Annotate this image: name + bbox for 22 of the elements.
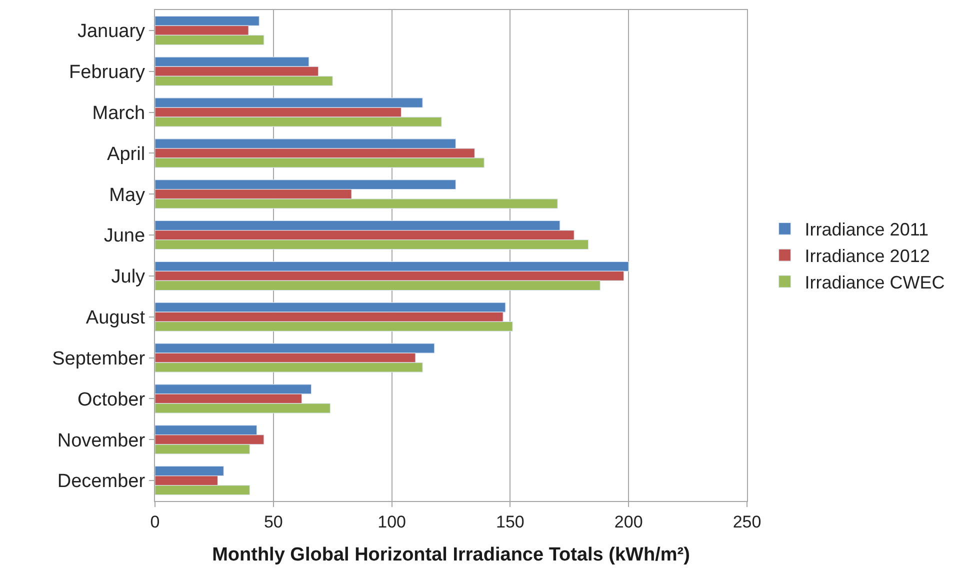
x-tick-label: 250	[732, 512, 762, 532]
y-tick-label: March	[92, 102, 146, 124]
y-tick-label: February	[69, 62, 146, 84]
y-tick-label: June	[104, 226, 146, 247]
y-tick-label: November	[57, 430, 146, 452]
y-tick-label: December	[57, 471, 146, 492]
y-tick-label: April	[107, 144, 146, 165]
y-tick-label: July	[111, 266, 146, 288]
x-tick-label: 150	[496, 512, 524, 532]
legend-label: Irradiance 2012	[804, 246, 930, 266]
x-tick-label: 100	[378, 512, 406, 532]
x-tick-label: 50	[264, 512, 283, 532]
legend-label: Irradiance 2011	[804, 220, 929, 240]
x-axis-title: Monthly Global Horizontal Irradiance Totals (kWh/m²)	[212, 544, 690, 566]
y-tick-label: January	[77, 21, 146, 42]
y-tick-label: May	[109, 184, 146, 206]
y-tick-label: October	[77, 389, 146, 410]
legend-label: Irradiance CWEC	[804, 272, 945, 293]
x-tick-label: 0	[150, 512, 160, 532]
y-tick-label: August	[86, 308, 146, 329]
x-tick-label: 200	[614, 512, 643, 532]
y-tick-label: September	[52, 348, 146, 370]
